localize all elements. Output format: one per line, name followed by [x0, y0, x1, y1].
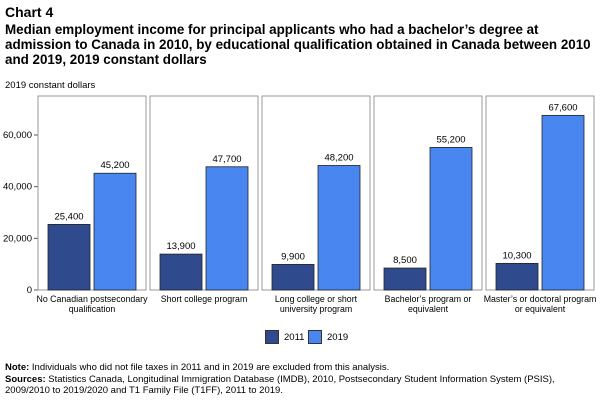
category-label-0: No Canadian postsecondary [36, 294, 148, 304]
unit-label: 2019 constant dollars [5, 80, 96, 91]
legend-label-2019: 2019 [327, 331, 349, 343]
legend-item-2019: 2019 [308, 330, 348, 344]
data-label-2019-2: 48,200 [324, 152, 353, 163]
bar-2011-1 [159, 253, 203, 291]
legend-item-2011: 2011 [265, 330, 304, 344]
y-tick-label: 20,000 [3, 233, 32, 244]
bar-2019-0 [93, 172, 137, 291]
bar-2019-4 [541, 114, 585, 291]
chart-number: Chart 4 [5, 4, 54, 20]
bar-2011-2 [271, 264, 315, 291]
category-label-2: Long college or short [275, 294, 358, 304]
legend-label-2011: 2011 [284, 331, 305, 343]
y-tick-label: 0 [27, 285, 32, 296]
data-label-2019-0: 45,200 [100, 160, 129, 171]
note: Note: Individuals who did not file taxes… [5, 362, 390, 373]
legend-swatch-2011 [265, 330, 279, 344]
data-label-2019-3: 55,200 [436, 134, 465, 145]
data-label-2011-0: 25,400 [54, 211, 83, 222]
category-panel [261, 95, 371, 291]
sources: Sources: Statistics Canada, Longitudinal… [5, 373, 555, 397]
category-label-3: equivalent [408, 304, 449, 314]
bar-2011-0 [47, 223, 91, 291]
data-label-2011-3: 8,500 [393, 255, 417, 266]
bar-2019-1 [205, 166, 249, 291]
category-label-1: Short college program [161, 294, 248, 304]
bar-2011-4 [495, 262, 539, 291]
category-label-2: university program [280, 304, 352, 314]
bar-2019-3 [429, 146, 473, 291]
category-panel [149, 95, 259, 291]
bar-2011-3 [383, 267, 427, 291]
category-label-4: or equivalent [515, 304, 566, 314]
y-tick-label: 60,000 [3, 130, 32, 141]
data-label-2019-1: 47,700 [212, 154, 241, 165]
category-panel [485, 95, 595, 291]
category-label-4: Master’s or doctoral program [484, 294, 597, 304]
data-label-2019-4: 67,600 [548, 102, 577, 113]
category-label-0: qualification [69, 304, 116, 314]
legend-swatch-2019 [308, 330, 322, 344]
y-tick-label: 40,000 [3, 182, 32, 193]
notes: Note: Individuals who did not file taxes… [5, 362, 597, 397]
category-label-3: Bachelor’s program or [385, 294, 472, 304]
category-panel [37, 95, 147, 291]
legend: 2011 2019 [0, 330, 600, 346]
data-label-2011-4: 10,300 [502, 250, 531, 261]
data-label-2011-2: 9,900 [281, 251, 305, 262]
bar-2019-2 [317, 165, 361, 291]
chart-title: Median employment income for principal a… [5, 22, 591, 67]
bar-chart: 0 20,000 40,000 60,000 25,400 45,200 No Canadi… [3, 95, 597, 314]
category-panel [373, 95, 483, 291]
data-label-2011-1: 13,900 [166, 241, 195, 252]
